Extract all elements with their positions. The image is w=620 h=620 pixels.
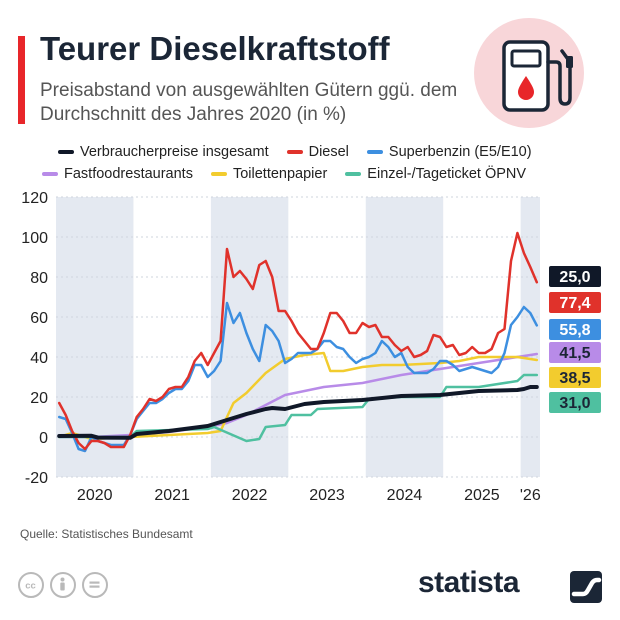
legend-swatch bbox=[210, 172, 227, 176]
chart-legend: Verbraucherpreise insgesamt Diesel Super… bbox=[40, 141, 600, 185]
legend-label: Diesel bbox=[308, 144, 349, 160]
legend-label: Fastfoodrestaurants bbox=[64, 166, 193, 182]
y-tick-label: 120 bbox=[21, 190, 48, 207]
legend-label: Verbraucherpreise insgesamt bbox=[80, 144, 269, 160]
end-value-label: 41,5 bbox=[559, 345, 590, 362]
creative-commons-icon[interactable]: cc bbox=[18, 572, 44, 598]
end-value-badge bbox=[549, 392, 601, 413]
shaded-period bbox=[56, 197, 134, 477]
y-tick-label: 20 bbox=[30, 390, 48, 407]
legend-item: Toilettenpapier bbox=[210, 166, 328, 182]
end-value-label: 77,4 bbox=[559, 295, 590, 312]
license-icons: cc bbox=[18, 572, 108, 598]
no-derivatives-icon[interactable] bbox=[82, 572, 108, 598]
y-tick-label: 60 bbox=[30, 310, 48, 327]
series-line bbox=[57, 231, 539, 451]
x-tick-label: 2024 bbox=[387, 487, 423, 504]
y-tick-label: 80 bbox=[30, 270, 48, 287]
end-value-label: 25,0 bbox=[559, 269, 590, 286]
end-value-badge bbox=[549, 319, 601, 340]
y-tick-label: 0 bbox=[39, 430, 48, 447]
legend-swatch bbox=[366, 150, 383, 154]
legend-label: Einzel-/Tageticket ÖPNV bbox=[367, 166, 527, 182]
legend-label: Superbenzin (E5/E10) bbox=[388, 144, 532, 160]
svg-text:cc: cc bbox=[25, 581, 36, 592]
series-line bbox=[57, 373, 539, 443]
statista-logo-icon[interactable] bbox=[570, 571, 602, 603]
statista-wordmark[interactable]: statista bbox=[418, 566, 520, 599]
x-tick-label: 2020 bbox=[77, 487, 113, 504]
end-value-badge bbox=[549, 342, 601, 363]
legend-item: Verbraucherpreise insgesamt bbox=[58, 144, 269, 160]
title-accent-bar bbox=[18, 36, 25, 124]
end-value-badge bbox=[549, 292, 601, 313]
y-tick-label: 40 bbox=[30, 350, 48, 367]
legend-swatch bbox=[345, 172, 362, 176]
shaded-period bbox=[365, 197, 444, 477]
x-tick-label: 2021 bbox=[154, 487, 190, 504]
x-tick-label: '26 bbox=[520, 487, 541, 504]
y-tick-label: 100 bbox=[21, 230, 48, 247]
fuel-pump-icon bbox=[474, 18, 584, 128]
end-value-label: 31,0 bbox=[559, 395, 590, 412]
shaded-period bbox=[520, 197, 540, 477]
legend-item: Diesel bbox=[286, 144, 349, 160]
end-value-label: 55,8 bbox=[559, 322, 590, 339]
legend-item: Superbenzin (E5/E10) bbox=[366, 144, 532, 160]
x-tick-label: 2025 bbox=[464, 487, 500, 504]
source-note: Quelle: Statistisches Bundesamt bbox=[20, 527, 193, 541]
attribution-icon[interactable] bbox=[50, 572, 76, 598]
legend-label: Toilettenpapier bbox=[232, 166, 328, 182]
line-chart: -20 0 20 40 60 80 100 120 2020 2021 2022 2023 2024 20… bbox=[21, 190, 601, 504]
end-value-badge bbox=[549, 266, 601, 287]
legend-swatch bbox=[42, 172, 58, 176]
x-tick-label: 2022 bbox=[232, 487, 268, 504]
end-value-label: 38,5 bbox=[559, 370, 590, 387]
legend-item: Fastfoodrestaurants bbox=[42, 166, 193, 182]
x-tick-label: 2023 bbox=[309, 487, 345, 504]
page-title: Teurer Dieselkraftstoff bbox=[40, 30, 390, 67]
page-subtitle: Preisabstand von ausgewählten Gütern ggü… bbox=[40, 80, 458, 125]
end-value-badge bbox=[549, 367, 601, 388]
legend-swatch bbox=[58, 150, 74, 154]
series-line bbox=[57, 385, 539, 440]
y-tick-label: -20 bbox=[25, 470, 48, 487]
legend-swatch bbox=[286, 150, 303, 154]
legend-item: Einzel-/Tageticket ÖPNV bbox=[345, 166, 526, 182]
